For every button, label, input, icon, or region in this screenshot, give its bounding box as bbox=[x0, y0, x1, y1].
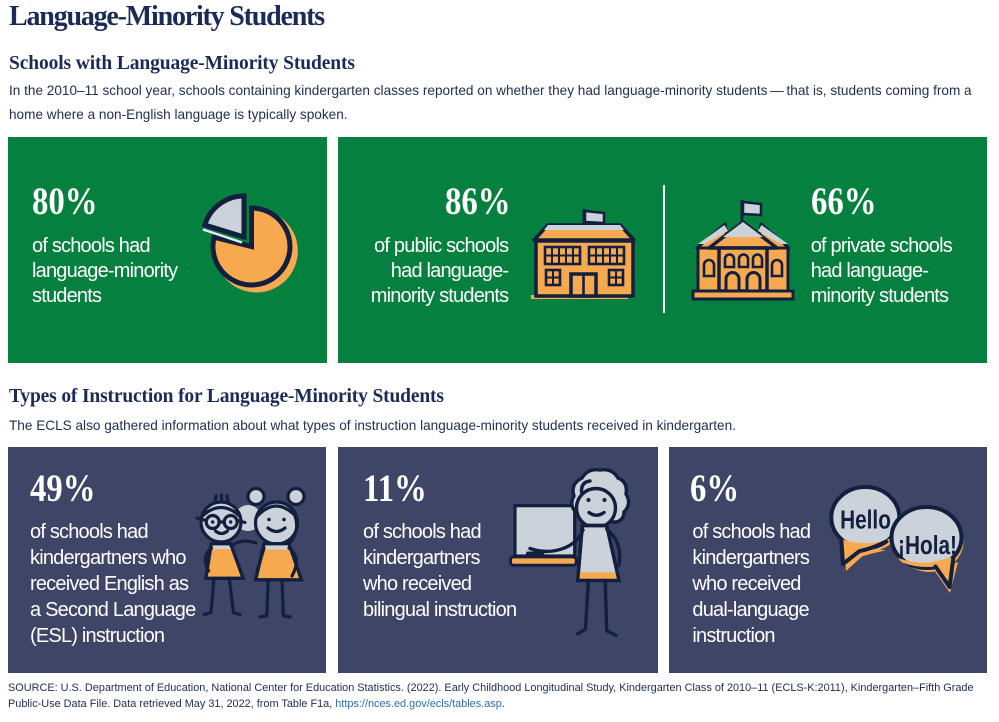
svg-text:Hello: Hello bbox=[840, 505, 891, 534]
svg-text:¡Hola!: ¡Hola! bbox=[898, 531, 957, 560]
